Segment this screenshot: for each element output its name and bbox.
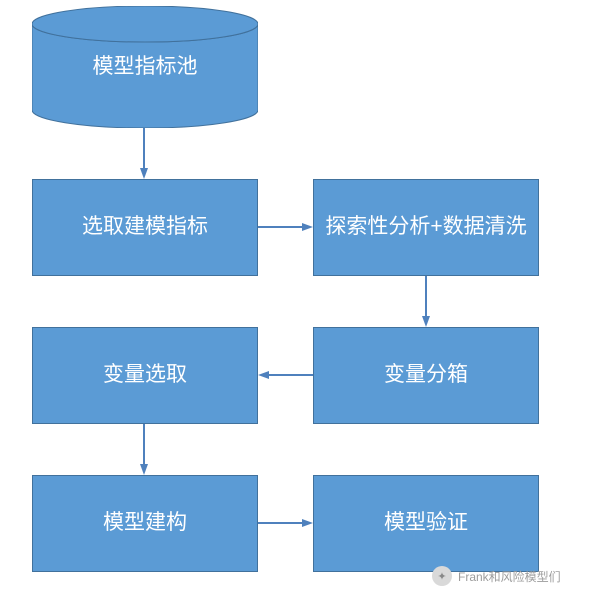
arrow-head-icon xyxy=(302,223,313,231)
watermark: ✦ Frank和风险模型们 xyxy=(432,566,561,586)
flowchart-container: 模型指标池选取建模指标 探索性分析+数据清洗变量选取 变量分箱模型建构 模型验证 xyxy=(0,0,598,599)
node-binning: 变量分箱 xyxy=(313,327,539,424)
node-select: 选取建模指标 xyxy=(32,179,258,276)
node-eda: 探索性分析+数据清洗 xyxy=(313,179,539,276)
arrow-head-icon xyxy=(258,371,269,379)
arrow-head-icon xyxy=(140,168,148,179)
arrow-head-icon xyxy=(140,464,148,475)
edge xyxy=(143,128,145,170)
wechat-icon: ✦ xyxy=(432,566,452,586)
node-valid: 模型验证 xyxy=(313,475,539,572)
node-label: 变量分箱 xyxy=(384,361,468,389)
node-label: 模型建构 xyxy=(103,509,187,537)
node-pool: 模型指标池 xyxy=(32,6,258,128)
node-label: 模型验证 xyxy=(384,509,468,537)
edge xyxy=(143,424,145,466)
edge xyxy=(258,226,304,228)
node-build: 模型建构 xyxy=(32,475,258,572)
node-label: 模型指标池 xyxy=(93,53,198,80)
watermark-text: Frank和风险模型们 xyxy=(458,568,561,585)
node-varsel: 变量选取 xyxy=(32,327,258,424)
arrow-head-icon xyxy=(422,316,430,327)
edge xyxy=(425,276,427,318)
node-label: 选取建模指标 xyxy=(82,213,208,241)
arrow-head-icon xyxy=(302,519,313,527)
node-label: 变量选取 xyxy=(103,361,187,389)
edge xyxy=(258,522,304,524)
edge xyxy=(267,374,313,376)
node-label: 探索性分析+数据清洗 xyxy=(325,213,526,241)
